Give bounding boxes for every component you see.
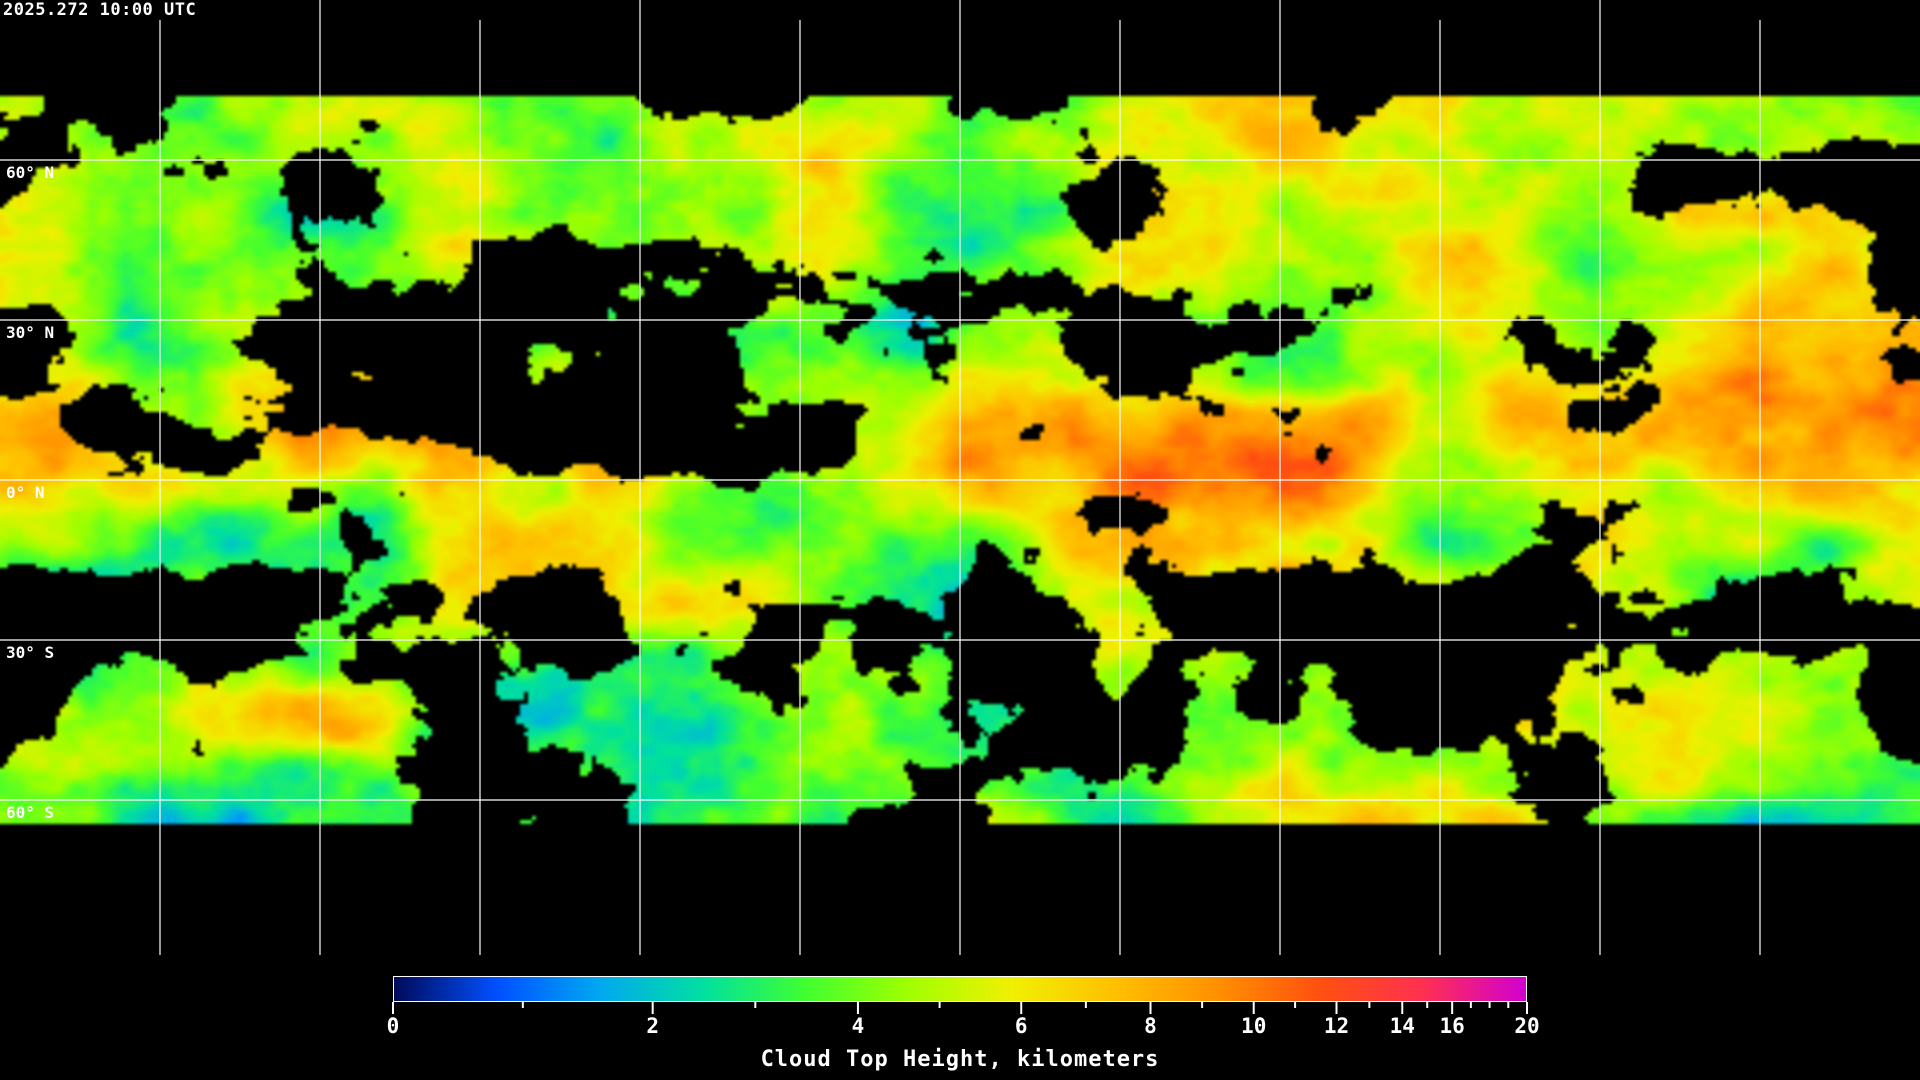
colorbar-title: Cloud Top Height, kilometers bbox=[760, 1047, 1160, 1072]
lat-label-30n: 30° N bbox=[6, 323, 55, 342]
colorbar-tick-label: 20 bbox=[1514, 1014, 1540, 1038]
colorbar-tick-label: 16 bbox=[1439, 1014, 1465, 1038]
colorbar-tick-label: 0 bbox=[386, 1014, 400, 1038]
colorbar bbox=[393, 976, 1527, 1002]
lat-label-0n: 0° N bbox=[6, 483, 45, 502]
colorbar-tick-label: 6 bbox=[1014, 1014, 1028, 1038]
cloud-top-height-map: 2025.272 10:00 UTC 60° N 30° N 0° N 30° … bbox=[0, 0, 1920, 960]
colorbar-tick-label: 4 bbox=[851, 1014, 865, 1038]
colorbar-tick-label: 12 bbox=[1323, 1014, 1350, 1038]
colorbar-tick-label: 10 bbox=[1241, 1014, 1267, 1038]
colorbar-tick-label: 14 bbox=[1389, 1014, 1415, 1038]
colorbar-tick-label: 8 bbox=[1144, 1014, 1157, 1038]
lat-label-60n: 60° N bbox=[6, 163, 55, 182]
lat-label-60s: 60° S bbox=[6, 803, 55, 822]
lat-lon-grid bbox=[0, 0, 1920, 955]
lat-label-30s: 30° S bbox=[6, 643, 55, 662]
timestamp-title: 2025.272 10:00 UTC bbox=[3, 0, 197, 20]
colorbar-tick-label: 2 bbox=[646, 1014, 659, 1038]
